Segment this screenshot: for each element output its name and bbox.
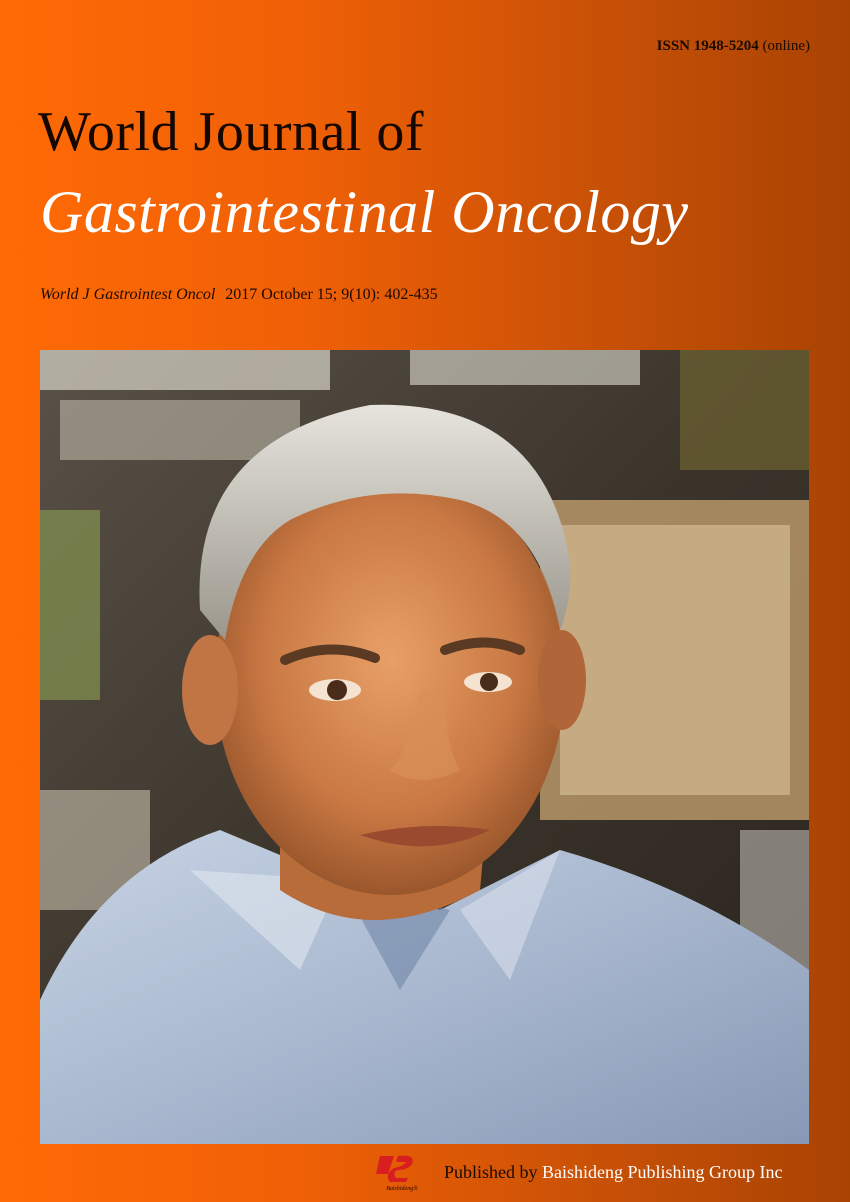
journal-title-line2: Gastrointestinal Oncology	[40, 179, 689, 245]
publisher-name: Baishideng Publishing Group Inc	[542, 1161, 783, 1182]
baishideng-logo-icon: Baishideng®	[376, 1155, 418, 1192]
logo-text: Baishideng®	[386, 1185, 418, 1192]
publisher-line: Published by Baishideng Publishing Group…	[444, 1162, 783, 1183]
journal-title-line1: World Journal of	[38, 101, 425, 163]
issn-number: ISSN 1948-5204	[656, 38, 759, 54]
issn-suffix: (online)	[762, 38, 810, 54]
publisher-footer: Baishideng® Published by Baishideng Publ…	[372, 1152, 783, 1192]
citation-abbrev: World J Gastrointest Oncol	[40, 286, 216, 303]
citation-line: World J Gastrointest Oncol 2017 October …	[40, 286, 438, 304]
portrait-illustration	[40, 350, 809, 1144]
issn-line: ISSN 1948-5204 (online)	[657, 38, 810, 55]
cover-photo	[40, 350, 809, 1144]
published-by-label: Published by	[444, 1161, 538, 1182]
citation-details: 2017 October 15; 9(10): 402-435	[225, 286, 438, 303]
